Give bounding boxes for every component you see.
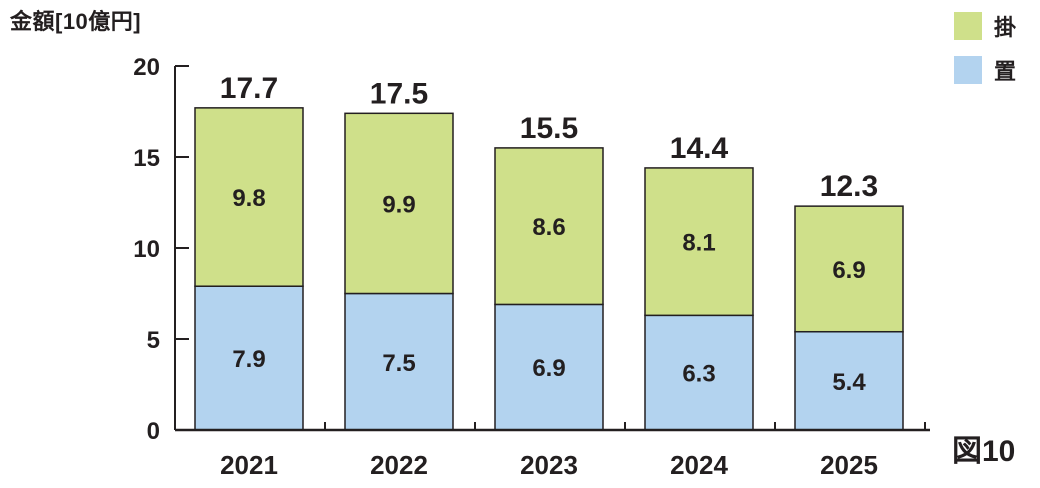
bar-value-2021-series-0: 7.9	[232, 346, 265, 373]
legend-swatch-kake	[954, 12, 982, 40]
bar-2023-series-1	[494, 147, 604, 306]
bar-2021-series-0	[194, 285, 304, 431]
figure-label: 図10	[952, 435, 1016, 468]
total-label-2021: 17.7	[220, 72, 278, 105]
total-label-2025: 12.3	[820, 170, 878, 203]
legend-label-oki: 置	[994, 59, 1017, 84]
y-axis-unit-label: 金額[10億円]	[10, 9, 142, 34]
bar-2023-series-0	[494, 303, 604, 431]
bar-value-2024-series-0: 6.3	[682, 361, 715, 388]
legend: 掛 置	[954, 12, 1016, 100]
legend-swatch-oki	[954, 56, 982, 84]
bar-2022-series-1	[344, 112, 454, 295]
x-tick-label-2025: 2025	[820, 450, 878, 480]
bar-value-2022-series-1: 9.9	[382, 191, 415, 218]
bar-value-2025-series-1: 6.9	[832, 257, 865, 284]
legend-item-oki: 置	[954, 56, 1016, 84]
legend-label-kake: 掛	[994, 15, 1017, 40]
y-tick-label-5: 5	[147, 327, 160, 354]
bar-2025-series-1	[794, 205, 904, 333]
total-label-2024: 14.4	[670, 132, 729, 165]
total-label-2023: 15.5	[520, 112, 578, 145]
x-tick-label-2024: 2024	[670, 450, 728, 480]
y-tick-label-20: 20	[133, 54, 160, 81]
bar-2021-series-1	[194, 107, 304, 287]
bar-2022-series-0	[344, 292, 454, 431]
x-tick-label-2022: 2022	[370, 450, 428, 480]
bar-value-2023-series-1: 8.6	[532, 214, 565, 241]
bar-2024-series-1	[644, 167, 754, 317]
bar-value-2021-series-1: 9.8	[232, 185, 265, 212]
total-label-2022: 17.5	[370, 77, 428, 110]
bar-2025-series-0	[794, 330, 904, 431]
bar-value-2022-series-0: 7.5	[382, 350, 415, 377]
y-tick-label-0: 0	[147, 418, 160, 445]
bar-value-2023-series-0: 6.9	[532, 355, 565, 382]
bar-2024-series-0	[644, 314, 754, 431]
legend-item-kake: 掛	[954, 12, 1016, 40]
bar-value-2025-series-0: 5.4	[832, 369, 866, 396]
y-tick-label-10: 10	[133, 236, 160, 263]
y-tick-label-15: 15	[133, 145, 160, 172]
x-tick-label-2023: 2023	[520, 450, 578, 480]
bar-value-2024-series-1: 8.1	[682, 230, 715, 257]
x-tick-label-2021: 2021	[220, 450, 278, 480]
